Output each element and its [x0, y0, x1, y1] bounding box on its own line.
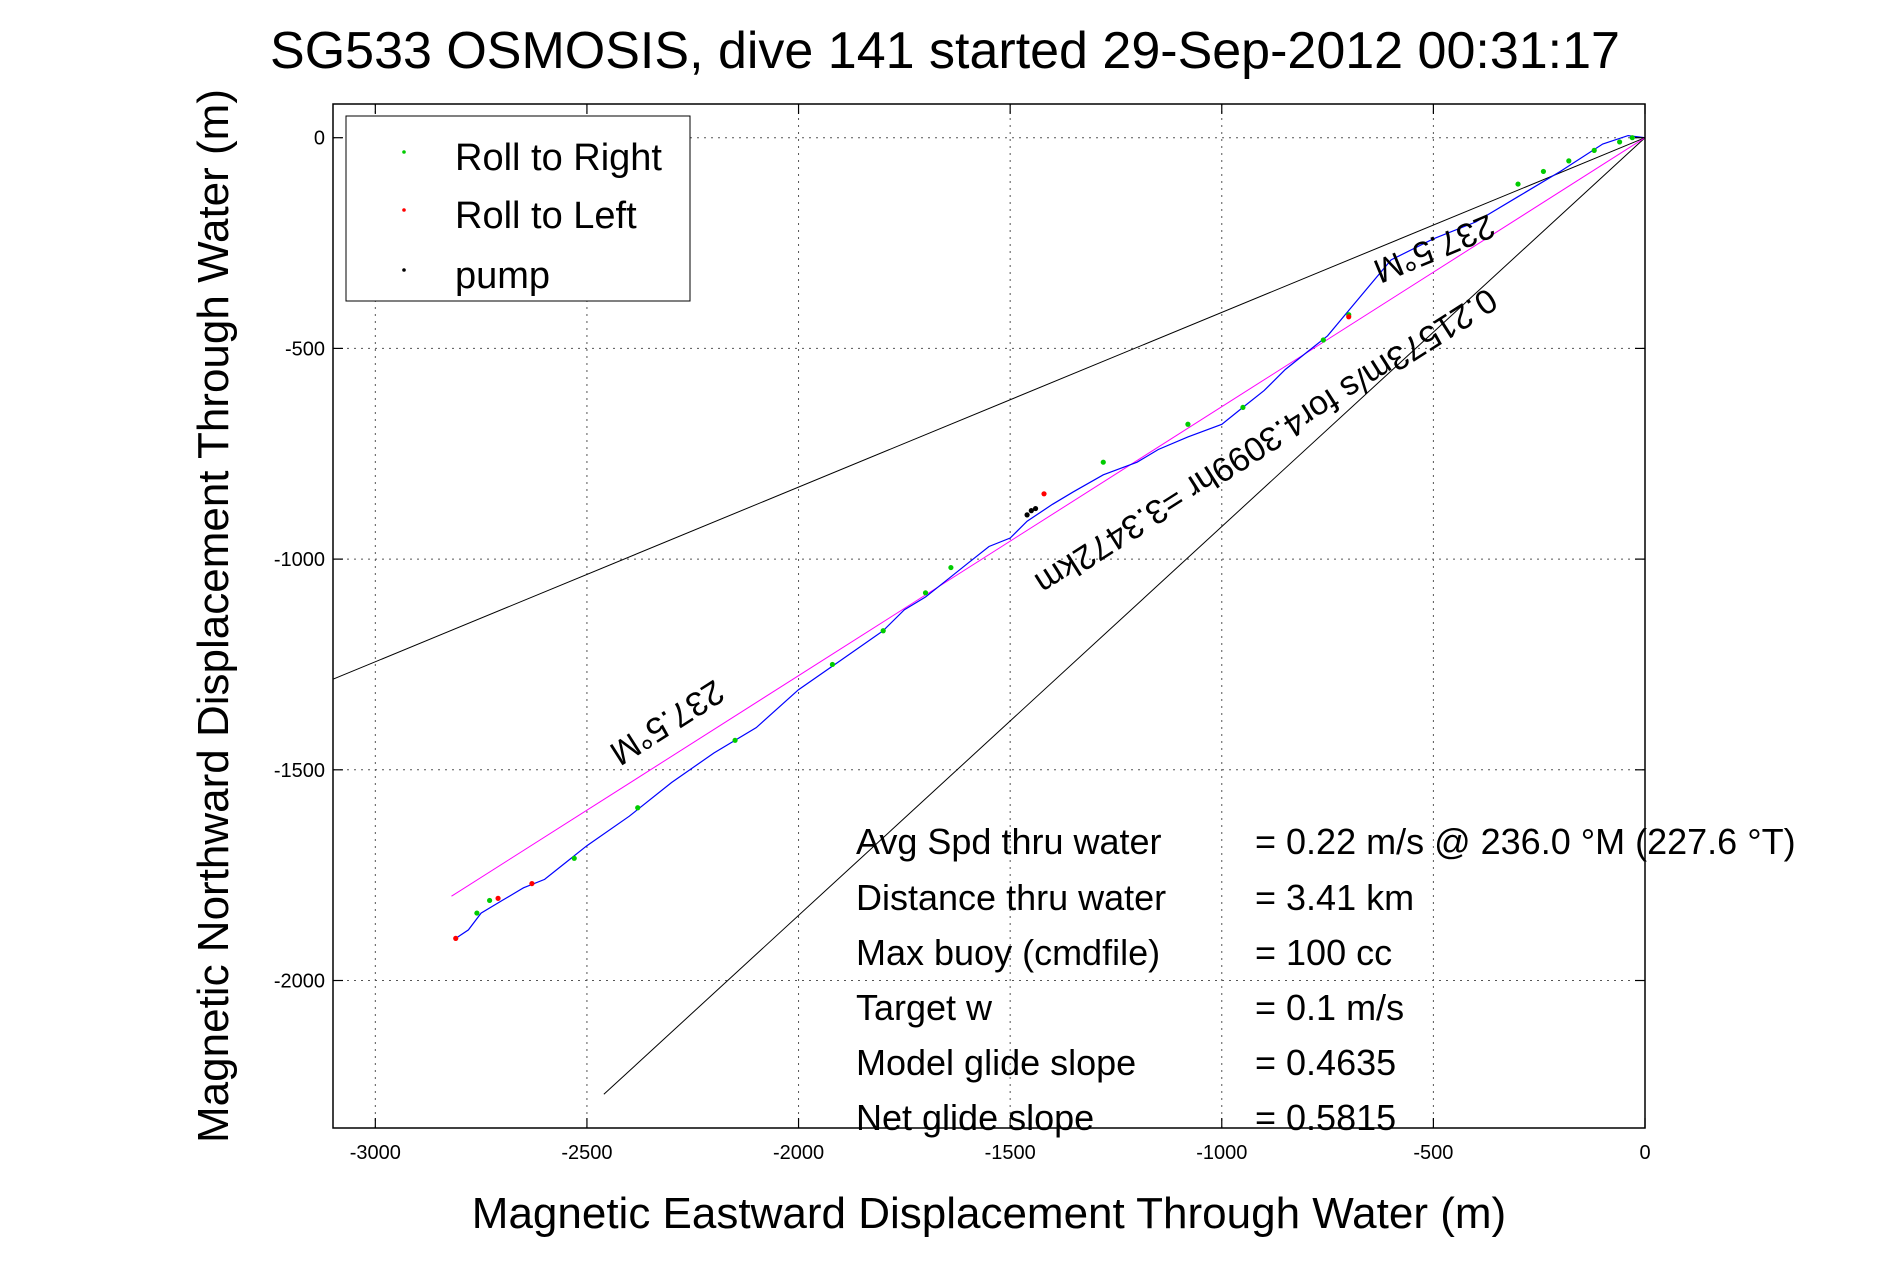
legend-pump-label: pump	[455, 255, 550, 297]
roll-right-point	[1629, 135, 1635, 141]
stat-label: Max buoy (cmdfile)	[856, 932, 1160, 973]
roll-right-point	[922, 590, 929, 596]
roll-left-point	[529, 880, 535, 887]
x-tick-label: -2000	[773, 1142, 824, 1164]
roll-right-point	[880, 628, 886, 634]
x-tick-label: -3000	[350, 1142, 401, 1164]
y-tick-label: -1500	[274, 760, 325, 782]
stat-value: = 0.1 m/s	[1255, 987, 1404, 1028]
roll-left-point	[1041, 491, 1047, 497]
plot-frame	[332, 103, 1646, 1129]
stat-value: = 3.41 km	[1255, 877, 1414, 918]
x-tick-label: 0	[1639, 1142, 1650, 1164]
roll-right-point	[1100, 459, 1106, 465]
y-tick-label: 0	[314, 128, 325, 150]
x-tick-label: -1000	[1196, 1142, 1247, 1164]
reference-line-heading-center	[451, 137, 1646, 897]
x-axis-label: Magnetic Eastward Displacement Through W…	[472, 1189, 1506, 1238]
roll-left-point	[453, 935, 459, 941]
stat-label: Target w	[856, 987, 993, 1028]
x-tick-label: -500	[1413, 1142, 1453, 1164]
marker-layer	[453, 135, 1635, 941]
reference-line-heading-lower	[603, 137, 1646, 1095]
roll-right-point	[732, 737, 738, 743]
x-tick-label: -2500	[561, 1142, 612, 1164]
y-tick-label: -2000	[274, 971, 325, 993]
chart-title: SG533 OSMOSIS, dive 141 started 29-Sep-2…	[270, 22, 1620, 80]
y-tick-label: -1000	[274, 549, 325, 571]
roll-left-point	[495, 895, 501, 901]
reference-lines	[332, 137, 1646, 1095]
roll-right-point	[1320, 337, 1326, 343]
track-line	[455, 134, 1646, 939]
roll-right-point	[571, 855, 577, 861]
roll-right-point	[1591, 147, 1597, 153]
roll-right-point	[486, 897, 493, 904]
stat-value: = 0.22 m/s @ 236.0 °M (227.6 °T)	[1255, 821, 1796, 862]
y-tick-label: -500	[285, 338, 325, 360]
roll-right-point	[829, 661, 836, 668]
x-tick-label: -1500	[985, 1142, 1036, 1164]
stats-block: Avg Spd thru water = 0.22 m/s @ 236.0 °M…	[856, 821, 1796, 1138]
roll-right-point	[948, 564, 954, 571]
legend-roll-right-label: Roll to Right	[455, 137, 662, 179]
stat-label: Net glide slope	[856, 1097, 1094, 1138]
track-layer	[455, 134, 1646, 939]
reference-line-heading-upper	[332, 137, 1646, 680]
pump-point	[1032, 505, 1039, 512]
y-axis-ticks: 0 -500 -1000 -1500 -2000	[274, 128, 1645, 993]
roll-right-point	[1617, 139, 1623, 145]
roll-left-point	[1346, 314, 1352, 320]
roll-right-point	[635, 805, 641, 811]
legend: Roll to Right Roll to Left pump	[345, 115, 691, 302]
legend-roll-left-label: Roll to Left	[455, 195, 637, 237]
roll-right-point	[1515, 181, 1521, 187]
stat-label: Avg Spd thru water	[856, 821, 1162, 862]
roll-right-point	[474, 910, 480, 916]
y-axis-label: Magnetic Northward Displacement Through …	[189, 89, 238, 1143]
legend-roll-left-marker	[402, 208, 406, 212]
pump-point	[1024, 512, 1030, 518]
roll-right-point	[1566, 158, 1572, 164]
pump-point	[1028, 508, 1034, 514]
roll-right-point	[1540, 168, 1547, 175]
stat-label: Model glide slope	[856, 1042, 1136, 1083]
x-axis-ticks: -3000 -2500 -2000 -1500 -1000 -500 0	[350, 104, 1651, 1164]
stat-value: = 0.5815	[1255, 1097, 1396, 1138]
stat-value: = 100 cc	[1255, 932, 1392, 973]
stat-label: Distance thru water	[856, 877, 1166, 918]
stat-value: = 0.4635	[1255, 1042, 1396, 1083]
roll-right-point	[1240, 404, 1246, 411]
legend-roll-right-marker	[402, 150, 406, 154]
roll-right-point	[1185, 421, 1191, 427]
legend-pump-marker	[402, 268, 406, 272]
